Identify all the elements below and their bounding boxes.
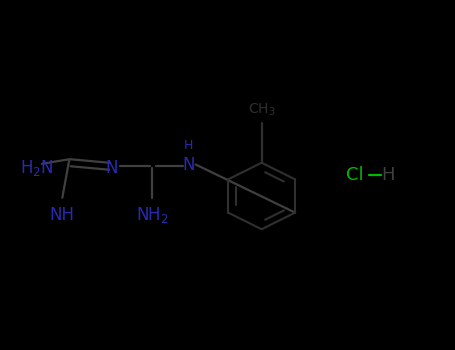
Text: N: N (105, 159, 118, 177)
Text: NH: NH (49, 206, 74, 224)
Text: H: H (381, 166, 394, 184)
Text: NH$_2$: NH$_2$ (136, 205, 169, 225)
Text: N: N (182, 155, 195, 174)
Text: Cl: Cl (346, 166, 364, 184)
Text: CH$_3$: CH$_3$ (248, 102, 275, 118)
Text: H$_2$N: H$_2$N (20, 158, 54, 178)
Text: H: H (184, 139, 193, 152)
